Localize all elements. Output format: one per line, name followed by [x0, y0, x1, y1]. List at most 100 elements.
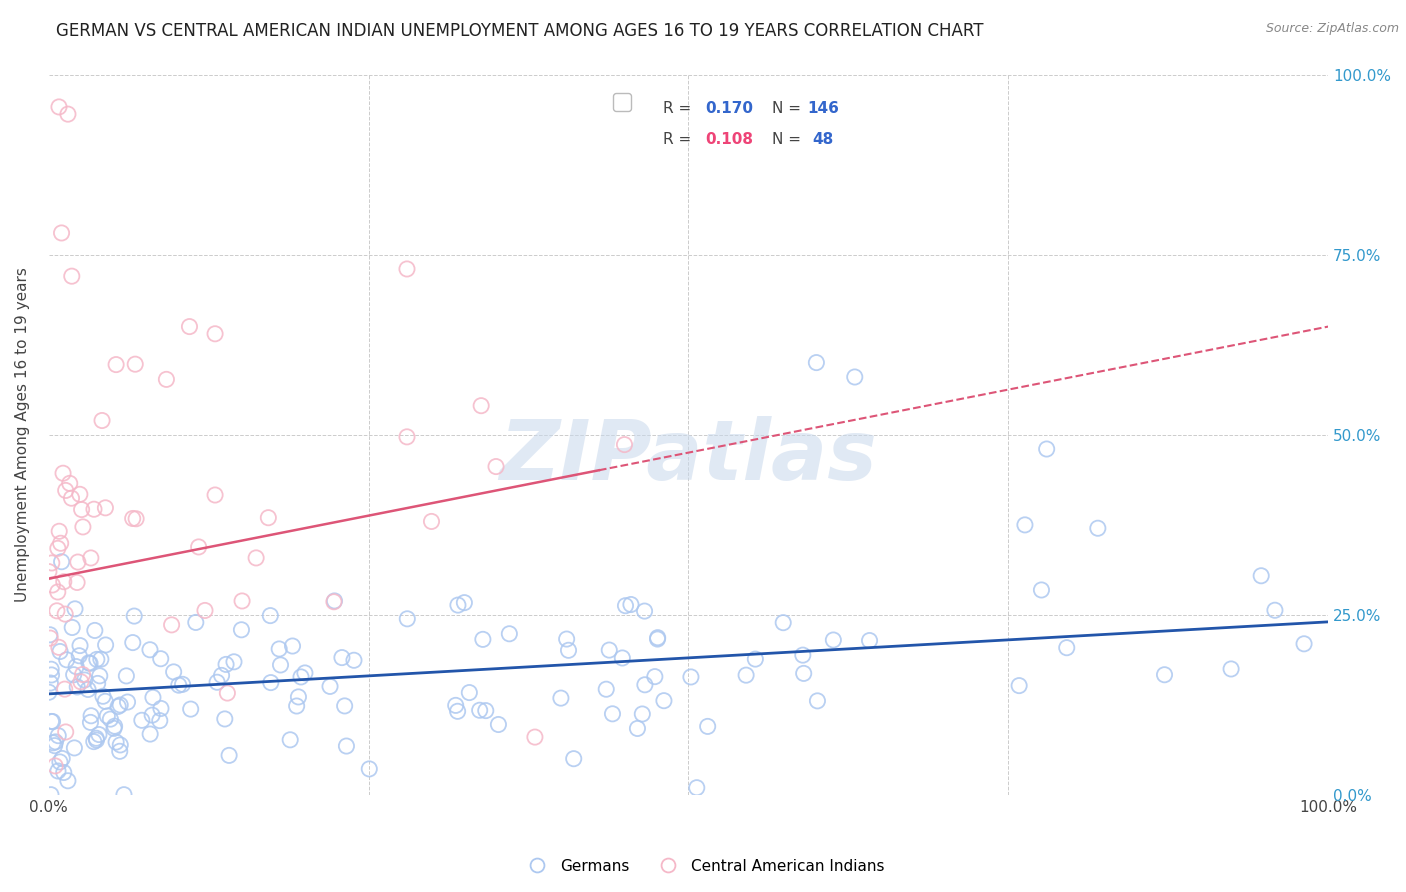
Point: [49, 755, 72, 769]
Point: [122, 609, 145, 624]
Point: [90, 652, 112, 666]
Point: [56, 107, 79, 121]
Point: [70, 502, 93, 516]
Point: [56, 773, 79, 788]
Point: [49, 644, 72, 658]
Point: [485, 459, 508, 474]
Point: [104, 719, 127, 733]
Point: [1153, 667, 1175, 681]
Point: [149, 714, 172, 728]
Point: [281, 639, 304, 653]
Point: [39, 662, 62, 676]
Point: [39, 676, 62, 690]
Point: [108, 744, 131, 758]
Point: [793, 666, 815, 681]
Point: [45, 604, 67, 618]
Point: [125, 512, 148, 526]
Point: [110, 738, 132, 752]
Point: [614, 599, 637, 613]
Point: [77, 656, 100, 670]
Point: [44, 759, 66, 773]
Point: [41, 714, 63, 729]
Text: N =: N =: [772, 132, 806, 147]
Point: [149, 701, 172, 715]
Point: [41, 714, 63, 729]
Point: [1087, 521, 1109, 535]
Point: [60, 491, 83, 506]
Point: [38, 628, 60, 642]
Point: [167, 678, 190, 692]
Point: [319, 680, 342, 694]
Point: [94, 638, 117, 652]
Point: [447, 598, 470, 612]
Point: [80, 708, 103, 723]
Point: [86, 652, 108, 666]
Point: [395, 262, 418, 277]
Point: [858, 633, 880, 648]
Point: [396, 612, 419, 626]
Point: [652, 694, 675, 708]
Point: [46, 585, 69, 599]
Point: [121, 635, 143, 649]
Point: [65, 659, 87, 673]
Point: [48, 640, 70, 655]
Point: [87, 727, 110, 741]
Point: [180, 702, 202, 716]
Point: [55, 725, 77, 739]
Point: [1014, 517, 1036, 532]
Point: [53, 682, 76, 697]
Point: [48, 524, 70, 539]
Point: [172, 677, 194, 691]
Point: [179, 319, 201, 334]
Point: [94, 500, 117, 515]
Point: [46, 541, 69, 556]
Point: [83, 502, 105, 516]
Point: [69, 639, 91, 653]
Point: [184, 615, 207, 630]
Point: [470, 399, 492, 413]
Point: [121, 511, 143, 525]
Point: [55, 653, 77, 667]
Point: [260, 675, 283, 690]
Point: [41, 578, 63, 592]
Legend: : [613, 93, 631, 112]
Point: [735, 668, 758, 682]
Point: [1056, 640, 1078, 655]
Point: [1264, 603, 1286, 617]
Point: [330, 650, 353, 665]
Point: [80, 551, 103, 566]
Legend: Germans, Central American Indians: Germans, Central American Indians: [516, 853, 890, 880]
Point: [633, 604, 655, 618]
Point: [38, 565, 60, 579]
Point: [257, 510, 280, 524]
Point: [96, 709, 118, 723]
Point: [79, 715, 101, 730]
Point: [83, 624, 105, 638]
Point: [359, 762, 381, 776]
Point: [744, 652, 766, 666]
Point: [562, 752, 585, 766]
Point: [105, 735, 128, 749]
Point: [217, 686, 239, 700]
Point: [108, 698, 131, 712]
Point: [60, 620, 83, 634]
Point: [598, 643, 620, 657]
Point: [44, 739, 66, 753]
Point: [94, 694, 117, 708]
Point: [41, 556, 63, 570]
Point: [602, 706, 624, 721]
Text: 146: 146: [807, 101, 839, 116]
Point: [395, 430, 418, 444]
Point: [51, 751, 73, 765]
Point: [471, 632, 494, 647]
Point: [115, 669, 138, 683]
Point: [245, 550, 267, 565]
Y-axis label: Unemployment Among Ages 16 to 19 years: Unemployment Among Ages 16 to 19 years: [15, 268, 30, 602]
Point: [204, 326, 226, 341]
Point: [612, 651, 634, 665]
Point: [49, 536, 72, 550]
Point: [644, 670, 666, 684]
Text: N =: N =: [772, 101, 806, 116]
Point: [79, 657, 101, 671]
Point: [38, 685, 60, 699]
